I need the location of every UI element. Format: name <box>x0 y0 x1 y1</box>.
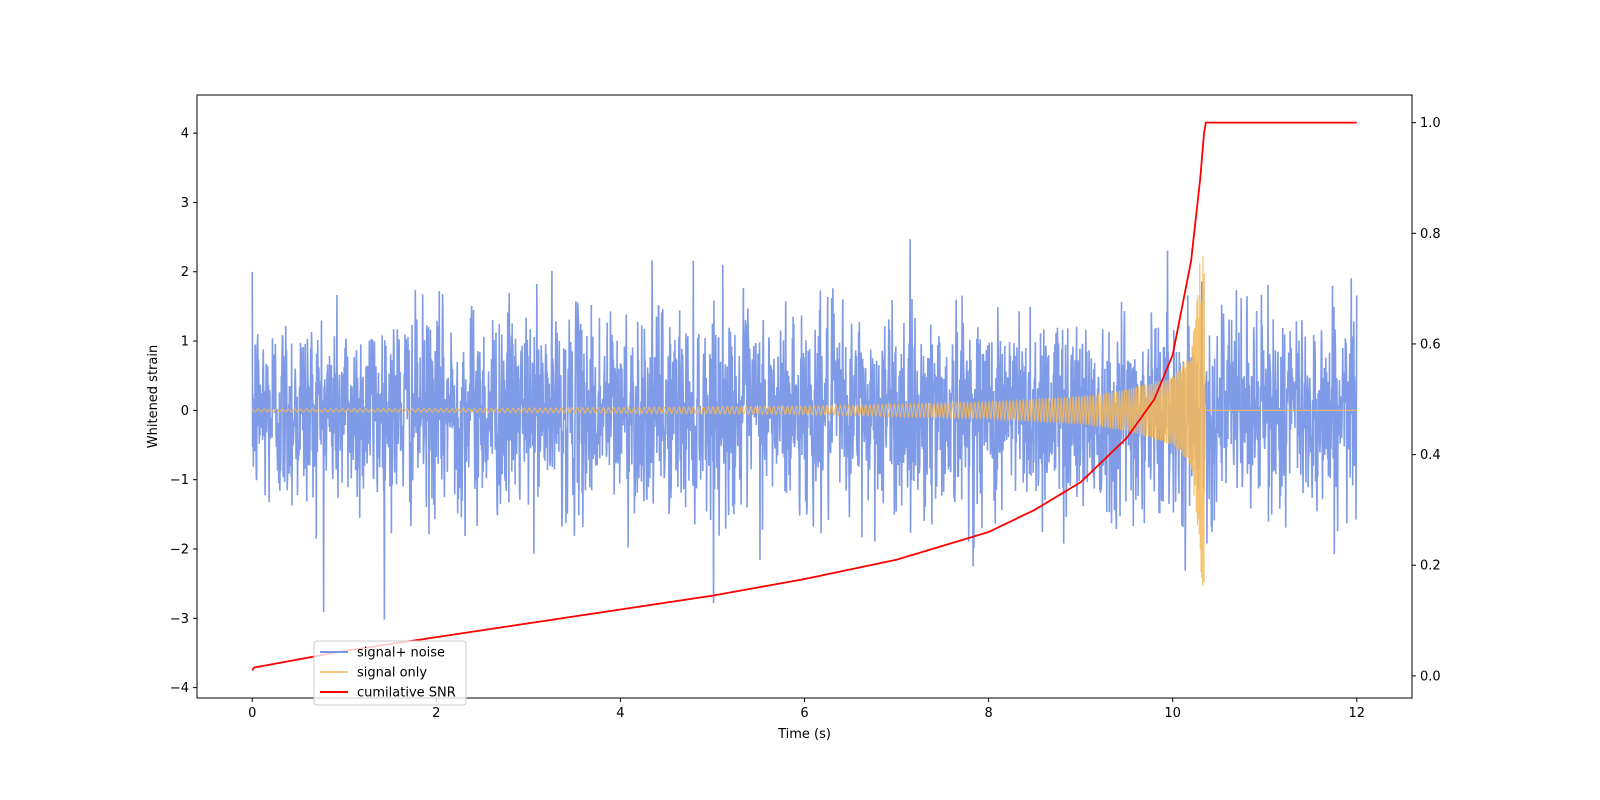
y-axis-left: −4 −3 −2 −1 0 1 2 3 4 <box>170 127 197 696</box>
y-tick-label: −3 <box>170 612 189 627</box>
x-axis-label: Time (s) <box>777 727 831 742</box>
legend-entry-signal-only: signal only <box>357 666 427 681</box>
y-tick-label: 3 <box>181 196 189 211</box>
y-tick-label: 2 <box>181 265 189 280</box>
series-signal-only <box>251 256 1357 586</box>
y-tick-label: −1 <box>170 473 189 488</box>
series-layer <box>251 121 1358 671</box>
y2-tick-label: 1.0 <box>1420 116 1441 131</box>
y2-tick-label: 0.2 <box>1420 559 1441 574</box>
legend-entry-cumulative-snr: cumilative SNR <box>357 686 456 701</box>
x-axis: 0 2 4 6 8 10 12 <box>248 698 1365 721</box>
y2-tick-label: 0.6 <box>1420 337 1441 352</box>
y-axis-right: 0.0 0.2 0.4 0.6 0.8 1.0 <box>1412 116 1441 684</box>
y-tick-label: 0 <box>181 404 189 419</box>
y-tick-label: 4 <box>181 127 189 142</box>
x-tick-label: 12 <box>1348 706 1365 721</box>
y2-tick-label: 0.4 <box>1420 448 1441 463</box>
y-tick-label: −4 <box>170 681 189 696</box>
legend-box <box>313 640 467 706</box>
x-tick-label: 2 <box>432 706 440 721</box>
series-cumulative-snr <box>251 121 1357 671</box>
x-tick-label: 4 <box>616 706 624 721</box>
y2-tick-label: 0.8 <box>1420 227 1441 242</box>
y-tick-label: 1 <box>181 335 189 350</box>
x-tick-label: 8 <box>984 706 992 721</box>
x-tick-label: 0 <box>248 706 256 721</box>
x-tick-label: 6 <box>800 706 808 721</box>
y-tick-label: −2 <box>170 542 189 557</box>
y-axis-label: Whitened strain <box>146 345 161 448</box>
legend: signal+ noise signal only cumilative SNR <box>313 640 467 706</box>
x-tick-label: 10 <box>1164 706 1181 721</box>
y2-tick-label: 0.0 <box>1420 669 1441 684</box>
legend-entry-signal-noise: signal+ noise <box>357 646 445 661</box>
